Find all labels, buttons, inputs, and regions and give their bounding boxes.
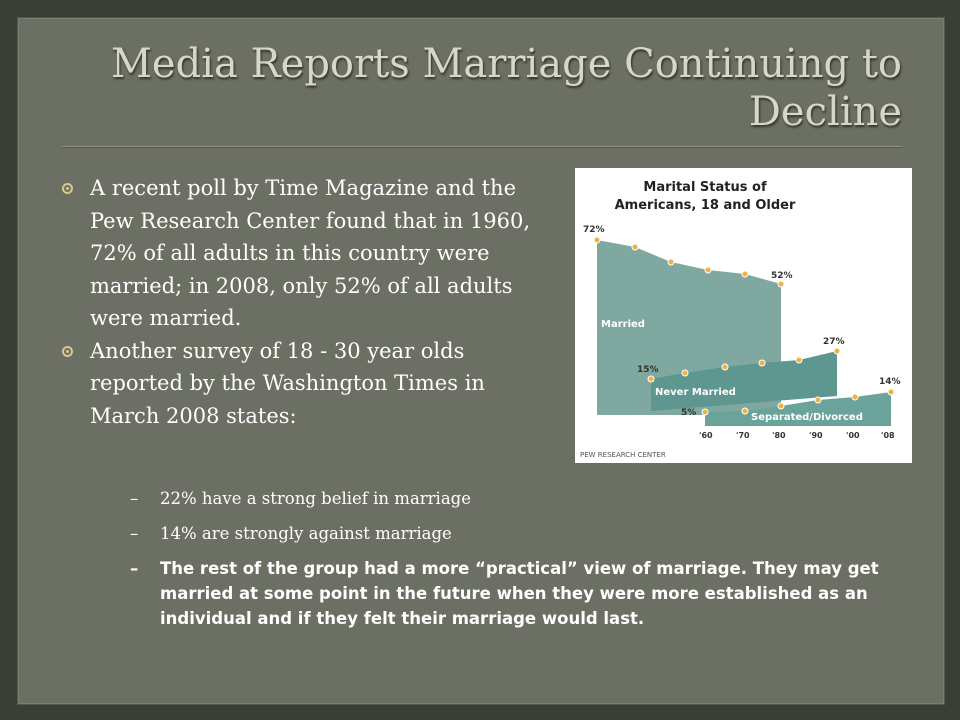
never-start-label: 15% <box>637 365 659 375</box>
sub-bullet-item: – The rest of the group had a more “prac… <box>130 556 910 631</box>
never-point <box>721 363 729 371</box>
separated-start-label: 5% <box>681 408 696 418</box>
never-married-area <box>651 351 837 411</box>
dash-marker: – <box>130 559 139 578</box>
separated-area <box>705 392 891 426</box>
slide-title: Media Reports Marriage Continuing to Dec… <box>110 41 902 135</box>
x-tick-label: '00 <box>846 431 860 440</box>
never-point <box>681 369 689 377</box>
never-married-dots <box>647 347 841 383</box>
married-point <box>593 236 601 244</box>
bullet-text: A recent poll by Time Magazine and the P… <box>90 176 531 330</box>
never-point <box>833 347 841 355</box>
x-tick-label: '08 <box>881 431 895 440</box>
bullet-list: A recent poll by Time Magazine and the P… <box>62 172 552 432</box>
title-divider <box>62 146 902 148</box>
married-start-label: 72% <box>583 225 605 235</box>
married-point <box>631 243 639 251</box>
separated-point <box>814 396 822 404</box>
never-point <box>795 356 803 364</box>
bullet-item: A recent poll by Time Magazine and the P… <box>62 172 552 335</box>
married-point <box>667 258 675 266</box>
sub-bullet-text: 14% are strongly against marriage <box>160 524 452 543</box>
chart-title-line1: Marital Status of <box>643 180 767 195</box>
never-point <box>758 359 766 367</box>
separated-point <box>887 388 895 396</box>
separated-point <box>741 407 749 415</box>
sub-bullet-list: – 22% have a strong belief in marriage –… <box>130 486 910 641</box>
sub-bullet-item: – 14% are strongly against marriage <box>130 521 910 546</box>
married-point <box>741 270 749 278</box>
x-tick-label: '90 <box>809 431 823 440</box>
x-tick-label: '60 <box>699 431 713 440</box>
married-point <box>777 280 785 288</box>
married-dots <box>593 236 785 288</box>
separated-point <box>701 408 709 416</box>
bullet-text: Another survey of 18 - 30 year olds repo… <box>90 338 485 428</box>
separated-dots <box>701 388 895 416</box>
chart-svg: Marital Status of Americans, 18 and Olde… <box>580 180 901 459</box>
chart-source: PEW RESEARCH CENTER <box>580 451 666 459</box>
never-point <box>647 375 655 383</box>
dash-marker: – <box>130 524 139 543</box>
chart-title-line2: Americans, 18 and Older <box>615 198 796 213</box>
x-tick-label: '70 <box>736 431 750 440</box>
separated-point <box>851 393 859 401</box>
dash-marker: – <box>130 489 139 508</box>
married-series-label: Married <box>601 319 645 330</box>
never-end-label: 27% <box>823 337 845 347</box>
circle-bullet-icon <box>62 345 73 357</box>
bullet-item: Another survey of 18 - 30 year olds repo… <box>62 335 552 433</box>
sub-bullet-text: 22% have a strong belief in marriage <box>160 489 471 508</box>
never-married-series-label: Never Married <box>655 387 736 398</box>
separated-end-label: 14% <box>879 377 901 387</box>
sub-bullet-text: The rest of the group had a more “practi… <box>160 559 879 628</box>
married-end-label: 52% <box>771 271 793 281</box>
x-tick-label: '80 <box>772 431 786 440</box>
separated-series-label: Separated/Divorced <box>751 412 863 423</box>
married-point <box>704 266 712 274</box>
separated-point <box>777 402 785 410</box>
sub-bullet-item: – 22% have a strong belief in marriage <box>130 486 910 511</box>
marital-status-chart: Marital Status of Americans, 18 and Olde… <box>575 168 912 463</box>
circle-bullet-icon <box>62 183 73 194</box>
